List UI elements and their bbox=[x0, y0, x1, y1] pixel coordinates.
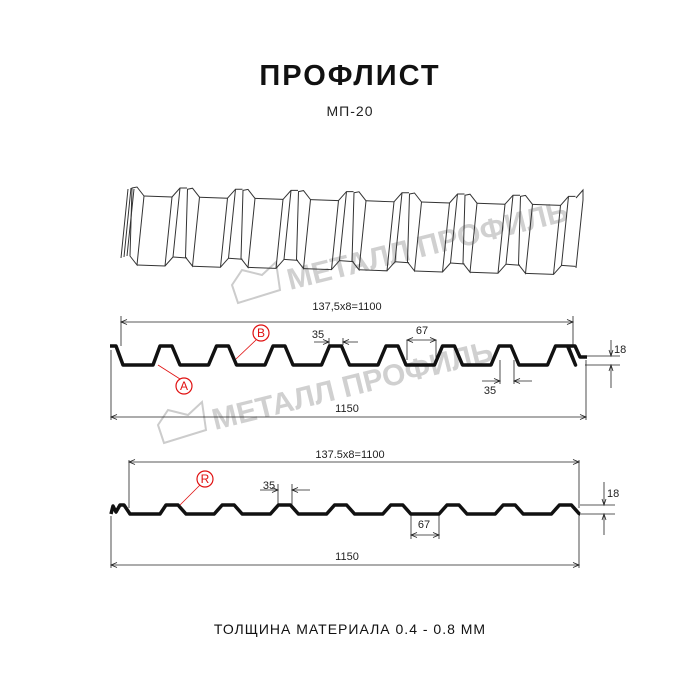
marker-b bbox=[252, 324, 270, 342]
ridge-face bbox=[184, 187, 201, 268]
sheet-edge bbox=[575, 188, 584, 269]
profile-b-trough-dim: 67 bbox=[418, 519, 430, 531]
arrowhead bbox=[260, 487, 310, 493]
profile-b: 137.5x8=1100 1150 35 67 18 R bbox=[109, 449, 619, 568]
profile-a: 137,5x8=1100 1150 35 67 35 18 A B bbox=[109, 301, 626, 420]
profile-a-total-dim: 1150 bbox=[335, 403, 359, 415]
arrowhead bbox=[109, 414, 118, 420]
ridge-face bbox=[351, 191, 367, 272]
ridge-edge bbox=[450, 262, 465, 265]
trough-face bbox=[469, 202, 506, 274]
profile-a-shape bbox=[110, 344, 587, 367]
profile-b-ridge-dim: 35 bbox=[263, 480, 275, 492]
arrowhead bbox=[119, 319, 128, 325]
profile-b-total-dim: 1150 bbox=[335, 551, 359, 563]
ridge-face bbox=[462, 193, 478, 274]
profile-b-dimensions bbox=[109, 459, 615, 568]
profile-b-pitch-dim: 137.5x8=1100 bbox=[315, 449, 384, 461]
arrowhead bbox=[572, 459, 581, 465]
arrowhead bbox=[429, 337, 438, 343]
sheet-3d-view bbox=[120, 186, 584, 275]
ridge-edge bbox=[394, 261, 410, 264]
arrowhead bbox=[608, 349, 614, 372]
arrowhead bbox=[566, 319, 575, 325]
arrowhead bbox=[314, 339, 358, 345]
profile-a-ridge-dim: 35 bbox=[312, 329, 324, 341]
svg-text:МЕТАЛЛ ПРОФИЛЬ: МЕТАЛЛ ПРОФИЛЬ bbox=[209, 335, 497, 437]
ridge-edge bbox=[275, 190, 292, 269]
profile-a-bottom-dim: 35 bbox=[484, 385, 496, 397]
trough-face bbox=[136, 195, 173, 267]
arrowhead bbox=[127, 459, 136, 465]
arrowhead bbox=[601, 498, 607, 521]
page-title: ПРОФЛИСТ bbox=[259, 60, 441, 92]
trough-face bbox=[192, 196, 229, 268]
ridge-edge bbox=[561, 264, 576, 267]
material-thickness: ТОЛЩИНА МАТЕРИАЛА 0.4 - 0.8 ММ bbox=[213, 621, 487, 637]
trough-face bbox=[303, 199, 340, 271]
ridge-face bbox=[129, 186, 145, 267]
profile-a-trough-dim: 67 bbox=[416, 325, 428, 337]
ridge-face bbox=[240, 188, 256, 269]
model-subtitle: МП-20 bbox=[326, 103, 374, 119]
arrowhead bbox=[572, 562, 581, 568]
svg-text:A: A bbox=[180, 379, 188, 393]
arrowhead bbox=[409, 532, 418, 538]
ridge-face bbox=[295, 190, 312, 270]
arrowhead bbox=[405, 337, 414, 343]
ridge-edge bbox=[283, 258, 299, 261]
trough-face bbox=[358, 200, 395, 272]
arrowhead bbox=[482, 378, 532, 384]
ridge-edge bbox=[505, 263, 521, 266]
arrowhead bbox=[432, 532, 441, 538]
marker-a bbox=[175, 377, 193, 395]
profile-a-height-dim: 18 bbox=[614, 344, 626, 356]
profile-b-height-dim: 18 bbox=[607, 488, 619, 500]
arrowhead bbox=[579, 414, 588, 420]
trough-face bbox=[247, 197, 284, 269]
arrowhead bbox=[109, 562, 118, 568]
ridge-edge bbox=[172, 256, 188, 259]
marker-r bbox=[196, 470, 214, 488]
ridge-edge bbox=[339, 260, 354, 263]
profile-a-pitch-dim: 137,5x8=1100 bbox=[312, 301, 381, 313]
svg-text:R: R bbox=[201, 472, 210, 486]
profile-a-dimensions bbox=[109, 316, 620, 420]
trough-face bbox=[525, 203, 562, 275]
ridge-edge bbox=[220, 189, 236, 268]
svg-text:B: B bbox=[257, 326, 265, 340]
ridge-edge bbox=[164, 187, 181, 267]
ridge-face bbox=[517, 194, 534, 275]
profile-b-shape bbox=[109, 503, 582, 516]
ridge-face bbox=[406, 192, 423, 273]
ridge-edge bbox=[228, 257, 243, 260]
trough-face bbox=[414, 201, 451, 273]
